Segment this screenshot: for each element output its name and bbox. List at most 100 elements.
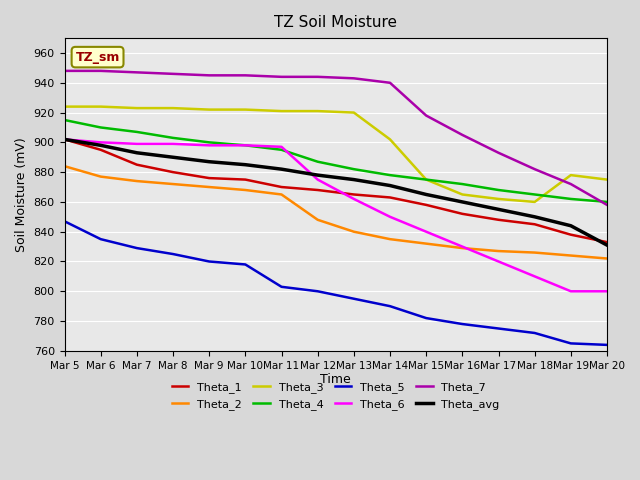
Theta_5 <box>603 342 611 348</box>
Theta_6 <box>133 141 141 147</box>
Theta_4 <box>603 199 611 205</box>
Line: Theta_6: Theta_6 <box>65 139 607 291</box>
Theta_3 <box>531 199 538 205</box>
Theta_avg <box>350 177 358 182</box>
Theta_1 <box>133 162 141 168</box>
Theta_3 <box>495 196 502 202</box>
Theta_6 <box>241 143 249 148</box>
Theta_avg <box>169 155 177 160</box>
Theta_1 <box>97 147 104 153</box>
Theta_5 <box>133 245 141 251</box>
Theta_2 <box>61 163 68 169</box>
Theta_6 <box>603 288 611 294</box>
Theta_5 <box>61 218 68 224</box>
Theta_5 <box>97 236 104 242</box>
Theta_6 <box>422 229 430 235</box>
Theta_3 <box>61 104 68 109</box>
Theta_6 <box>458 244 466 250</box>
Theta_3 <box>278 108 285 114</box>
Theta_5 <box>241 262 249 267</box>
Theta_5 <box>495 325 502 331</box>
Theta_avg <box>278 166 285 172</box>
Theta_3 <box>169 105 177 111</box>
Theta_7 <box>205 72 213 78</box>
Theta_1 <box>386 194 394 200</box>
Theta_1 <box>567 232 575 238</box>
Theta_7 <box>350 75 358 81</box>
Theta_1 <box>458 211 466 216</box>
Theta_4 <box>458 181 466 187</box>
Theta_4 <box>386 172 394 178</box>
Theta_avg <box>61 136 68 142</box>
Theta_2 <box>495 248 502 254</box>
Theta_avg <box>97 143 104 148</box>
Theta_4 <box>531 192 538 197</box>
Theta_5 <box>458 321 466 327</box>
Theta_5 <box>205 259 213 264</box>
Theta_1 <box>278 184 285 190</box>
Theta_5 <box>350 296 358 301</box>
Theta_7 <box>386 80 394 85</box>
Theta_4 <box>422 177 430 182</box>
Theta_4 <box>169 135 177 141</box>
Theta_2 <box>531 250 538 255</box>
Line: Theta_7: Theta_7 <box>65 71 607 205</box>
Theta_2 <box>97 174 104 180</box>
Theta_6 <box>97 140 104 145</box>
Line: Theta_1: Theta_1 <box>65 139 607 242</box>
Y-axis label: Soil Moisture (mV): Soil Moisture (mV) <box>15 137 28 252</box>
Theta_4 <box>241 143 249 148</box>
Theta_2 <box>603 256 611 262</box>
Theta_3 <box>133 105 141 111</box>
Theta_1 <box>241 177 249 182</box>
Theta_3 <box>314 108 321 114</box>
X-axis label: Time: Time <box>321 373 351 386</box>
Theta_2 <box>567 252 575 258</box>
Theta_3 <box>458 192 466 197</box>
Theta_4 <box>97 125 104 131</box>
Theta_3 <box>386 136 394 142</box>
Theta_4 <box>314 159 321 165</box>
Theta_2 <box>386 236 394 242</box>
Theta_avg <box>495 206 502 212</box>
Theta_2 <box>422 241 430 247</box>
Theta_5 <box>278 284 285 290</box>
Theta_1 <box>350 192 358 197</box>
Theta_2 <box>241 187 249 193</box>
Theta_4 <box>567 196 575 202</box>
Legend: Theta_1, Theta_2, Theta_3, Theta_4, Theta_5, Theta_6, Theta_7, Theta_avg: Theta_1, Theta_2, Theta_3, Theta_4, Thet… <box>167 378 504 414</box>
Theta_avg <box>531 214 538 220</box>
Theta_1 <box>169 169 177 175</box>
Theta_7 <box>458 132 466 138</box>
Theta_avg <box>314 172 321 178</box>
Theta_1 <box>205 175 213 181</box>
Theta_4 <box>278 147 285 153</box>
Theta_5 <box>422 315 430 321</box>
Theta_4 <box>61 117 68 123</box>
Theta_avg <box>567 223 575 228</box>
Theta_4 <box>133 129 141 135</box>
Theta_5 <box>531 330 538 336</box>
Theta_avg <box>422 192 430 197</box>
Theta_7 <box>61 68 68 74</box>
Theta_7 <box>241 72 249 78</box>
Theta_6 <box>495 259 502 264</box>
Line: Theta_avg: Theta_avg <box>65 139 607 245</box>
Theta_avg <box>458 199 466 205</box>
Theta_avg <box>241 162 249 168</box>
Theta_1 <box>314 187 321 193</box>
Theta_1 <box>61 136 68 142</box>
Theta_2 <box>458 245 466 251</box>
Theta_5 <box>386 303 394 309</box>
Theta_7 <box>133 70 141 75</box>
Theta_2 <box>205 184 213 190</box>
Theta_6 <box>350 196 358 202</box>
Theta_7 <box>169 71 177 77</box>
Theta_6 <box>531 274 538 279</box>
Theta_4 <box>205 140 213 145</box>
Theta_6 <box>205 143 213 148</box>
Theta_7 <box>314 74 321 80</box>
Theta_avg <box>603 242 611 248</box>
Theta_avg <box>205 159 213 165</box>
Theta_6 <box>314 177 321 182</box>
